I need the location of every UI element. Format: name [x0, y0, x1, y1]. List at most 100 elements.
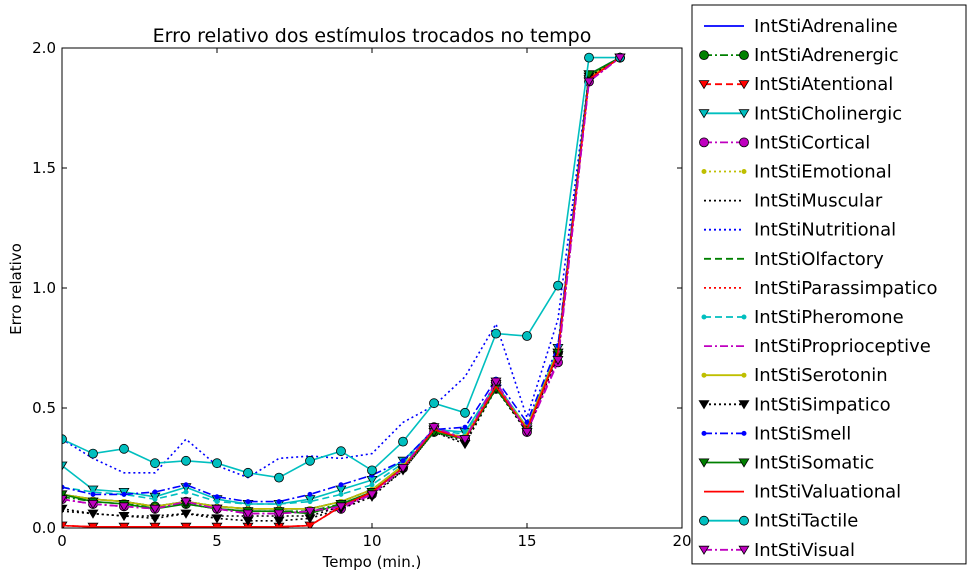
data-point: [397, 463, 409, 474]
legend-label: IntStiParassimpatico: [754, 278, 937, 299]
plot-frame: [61, 47, 683, 529]
data-point: [552, 355, 564, 366]
legend-label: IntStiAdrenaline: [754, 16, 898, 37]
series-line: [62, 56, 621, 528]
legend-marker: [698, 80, 710, 90]
y-tick-label: 1.5: [32, 159, 56, 177]
legend-marker: [739, 50, 749, 60]
series-layer: [62, 52, 626, 528]
series-line: [62, 56, 621, 505]
data-point: [243, 467, 253, 478]
data-point: [152, 489, 158, 495]
legend-marker: [738, 109, 750, 119]
legend-item: IntStiValuational: [704, 482, 901, 503]
legend-item: IntStiEmotional: [701, 162, 892, 183]
data-point: [307, 491, 313, 497]
legend-marker: [699, 50, 709, 60]
data-point: [181, 455, 191, 466]
data-point: [274, 472, 284, 483]
legend-item: IntStiAdrenaline: [704, 16, 898, 37]
data-point: [338, 491, 344, 497]
series-IntStiEmotional: [62, 55, 623, 512]
series-line: [62, 56, 621, 528]
x-axis-label: Tempo (min.): [322, 553, 422, 571]
data-point: [180, 509, 192, 519]
legend-item: IntStiProprioceptive: [704, 336, 931, 357]
data-point: [304, 507, 316, 517]
data-point: [211, 504, 223, 514]
legend-marker: [701, 372, 707, 378]
data-point: [180, 497, 192, 507]
data-point: [183, 489, 189, 495]
series-line: [62, 56, 621, 479]
series-IntStiAdrenaline: [62, 56, 621, 510]
legend-box: [691, 4, 967, 565]
y-tick-label: 0.5: [32, 399, 56, 417]
data-point: [524, 419, 530, 425]
legend-marker: [741, 314, 747, 320]
y-tick-label: 0.0: [32, 519, 56, 537]
legend-item: IntStiSomatic: [698, 453, 874, 474]
data-point: [90, 491, 96, 497]
legend-item: IntStiAdrenergic: [699, 45, 899, 66]
x-tick-label: 5: [212, 532, 222, 550]
legend-marker: [699, 515, 709, 526]
data-point: [553, 280, 563, 291]
series-IntStiSmell: [62, 55, 623, 505]
series-line: [62, 56, 621, 515]
data-point: [121, 491, 127, 497]
data-point: [88, 448, 98, 459]
legend-item: IntStiNutritional: [704, 220, 896, 241]
data-point: [335, 502, 347, 512]
series-IntStiProprioceptive: [62, 56, 621, 515]
x-tick-label: 20: [672, 532, 691, 550]
series-IntStiAtentional: [62, 53, 626, 528]
data-point: [118, 512, 130, 522]
series-IntStiNutritional: [62, 56, 621, 479]
legend-marker: [741, 372, 747, 378]
data-point: [149, 504, 161, 514]
series-line: [62, 56, 621, 515]
data-point: [245, 499, 251, 505]
data-point: [400, 458, 406, 464]
legend-label: IntStiProprioceptive: [754, 336, 931, 357]
series-line: [62, 56, 621, 510]
x-tick-label: 0: [57, 532, 67, 550]
series-line: [62, 56, 620, 479]
legend-label: IntStiAtentional: [754, 74, 893, 95]
legend-label: IntStiOlfactory: [754, 249, 884, 270]
legend-item: IntStiSerotonin: [701, 365, 888, 386]
series-line: [62, 56, 621, 503]
legend-marker: [699, 137, 709, 148]
legend-marker: [701, 430, 707, 436]
legend-marker: [738, 80, 750, 90]
data-point: [211, 514, 223, 524]
data-point: [584, 52, 594, 63]
legend-marker: [741, 430, 747, 436]
x-tick-label: 15: [517, 532, 536, 550]
legend-item: IntStiOlfactory: [704, 249, 884, 270]
data-point: [614, 53, 626, 63]
legend-item: IntStiAtentional: [698, 74, 893, 95]
data-point: [214, 494, 220, 500]
legend-label: IntStiMuscular: [754, 191, 883, 212]
series-line: [62, 56, 621, 528]
data-point: [367, 465, 377, 476]
series-line: [62, 56, 621, 515]
legend-label: IntStiEmotional: [754, 162, 892, 183]
data-point: [150, 458, 160, 469]
legend-item: IntStiMuscular: [704, 191, 883, 212]
data-point: [491, 328, 501, 339]
legend-label: IntStiSerotonin: [754, 365, 888, 386]
data-point: [583, 77, 595, 87]
data-point: [242, 509, 254, 519]
x-tick-label: 10: [362, 532, 381, 550]
series-IntStiValuational: [62, 56, 621, 528]
data-point: [522, 331, 532, 341]
legend-marker: [701, 169, 707, 174]
legend: IntStiAdrenaline IntStiAdrenergic IntStiAt…: [691, 4, 967, 565]
data-point: [118, 502, 130, 512]
legend-marker: [741, 169, 747, 174]
data-point: [307, 499, 313, 505]
data-point: [336, 446, 346, 457]
